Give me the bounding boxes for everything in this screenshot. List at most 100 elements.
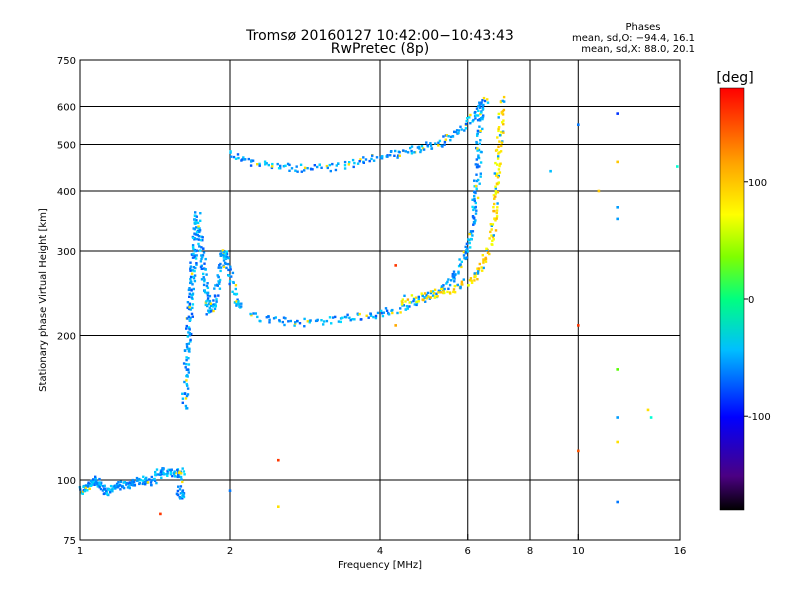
data-point: [194, 233, 197, 236]
data-point: [290, 167, 294, 170]
data-point: [479, 172, 482, 175]
data-point: [187, 326, 191, 329]
data-point: [183, 380, 186, 384]
data-point: [430, 147, 433, 150]
data-point: [268, 318, 271, 321]
data-point: [412, 299, 415, 303]
data-point: [185, 324, 188, 328]
data-point: [420, 145, 424, 148]
data-point: [445, 282, 448, 285]
data-point: [468, 279, 472, 282]
data-point: [490, 234, 493, 237]
data-point: [197, 225, 200, 228]
data-point: [497, 116, 500, 119]
data-point: [314, 319, 318, 323]
data-point: [138, 481, 141, 485]
data-point: [422, 148, 426, 151]
data-point: [203, 267, 206, 270]
data-point: [189, 318, 192, 322]
data-point: [497, 174, 500, 178]
data-point: [126, 486, 130, 489]
data-point: [476, 129, 480, 133]
data-point: [181, 497, 184, 500]
data-point: [457, 131, 460, 135]
data-point: [371, 154, 374, 157]
data-point: [195, 219, 198, 222]
data-point: [481, 127, 484, 131]
data-point: [188, 306, 191, 309]
data-point: [331, 162, 334, 166]
data-point: [476, 270, 480, 273]
data-point: [237, 156, 240, 160]
data-point: [468, 116, 471, 119]
data-point: [325, 319, 329, 323]
data-point: [306, 167, 309, 170]
data-point: [502, 108, 506, 112]
data-point: [87, 482, 90, 486]
data-point: [181, 392, 184, 395]
data-point: [382, 311, 385, 314]
data-point: [296, 170, 299, 173]
data-point: [191, 256, 195, 259]
data-point: [215, 298, 218, 301]
data-point: [497, 145, 500, 148]
data-point: [486, 251, 490, 254]
data-point: [452, 270, 456, 273]
data-point: [188, 328, 191, 331]
data-point: [399, 311, 402, 314]
data-point: [453, 284, 456, 288]
data-point: [442, 289, 445, 292]
data-point: [493, 172, 496, 175]
data-point: [186, 407, 189, 410]
data-point: [228, 274, 231, 277]
y-tick-label: 200: [57, 332, 76, 343]
data-point: [442, 287, 445, 290]
data-point: [282, 316, 286, 319]
data-point: [303, 169, 306, 172]
data-point: [341, 316, 344, 319]
data-point: [186, 393, 190, 396]
data-point: [209, 302, 212, 305]
data-point: [194, 266, 197, 270]
data-point: [199, 219, 202, 222]
data-point: [206, 286, 210, 289]
data-point: [420, 292, 423, 295]
data-point: [434, 142, 437, 145]
data-point: [276, 162, 279, 166]
data-point: [343, 167, 347, 170]
data-point: [496, 206, 499, 209]
data-point: [479, 161, 483, 164]
data-point: [296, 319, 299, 323]
data-point: [425, 297, 428, 300]
data-point: [474, 114, 478, 117]
data-point: [474, 212, 478, 215]
data-point: [466, 117, 469, 120]
data-point: [234, 157, 238, 160]
data-point: [447, 135, 450, 138]
data-point: [446, 280, 449, 284]
data-point: [222, 256, 226, 259]
data-point: [153, 479, 157, 482]
data-point: [646, 408, 650, 412]
data-point: [96, 483, 99, 486]
data-point: [144, 478, 147, 481]
data-point: [398, 151, 401, 154]
data-point: [128, 484, 131, 487]
data-point: [400, 300, 403, 303]
data-point: [471, 198, 474, 201]
data-point: [453, 291, 457, 294]
y-tick-label: 500: [57, 141, 76, 152]
data-point: [472, 223, 475, 226]
data-point: [249, 164, 253, 167]
data-point: [293, 324, 296, 327]
data-point: [469, 277, 473, 280]
data-point: [476, 166, 479, 169]
data-point: [481, 106, 484, 109]
data-point: [145, 479, 149, 482]
data-point: [142, 475, 145, 478]
data-point: [200, 257, 203, 261]
data-point: [189, 265, 193, 268]
data-point: [187, 342, 191, 345]
data-point: [413, 303, 416, 306]
data-point: [222, 265, 226, 269]
